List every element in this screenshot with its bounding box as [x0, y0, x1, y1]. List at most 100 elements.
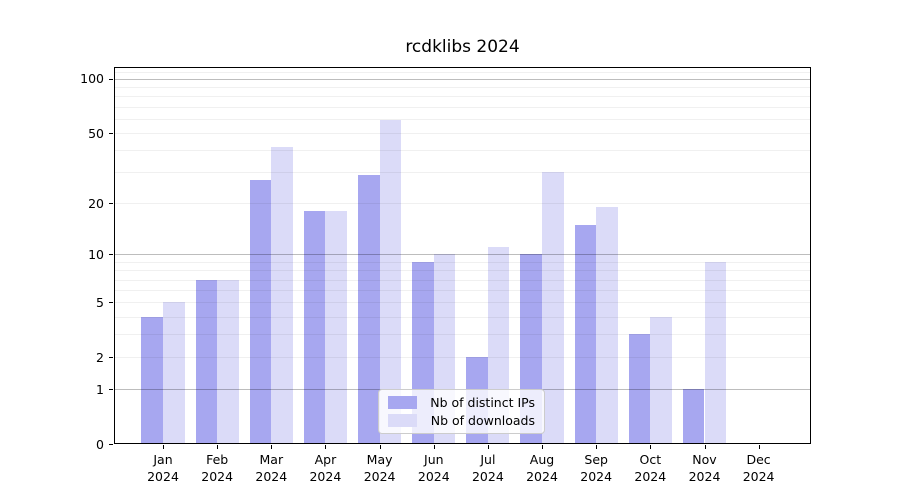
- legend-label-downloads: Nb of downloads: [430, 413, 535, 428]
- x-tick-month: Mar: [259, 452, 284, 467]
- gridline-minor-60: [114, 118, 811, 120]
- y-tick-mark-100: [109, 78, 113, 80]
- chart-title: rcdklibs 2024: [405, 37, 520, 57]
- x-tick-label-jul: Jul 2024: [458, 452, 518, 485]
- gridline-minor-70: [114, 106, 811, 108]
- x-tick-year: 2024: [255, 468, 288, 484]
- x-tick-month: May: [366, 452, 393, 467]
- x-tick-label-dec: Dec 2024: [729, 452, 789, 485]
- bar-distinct-ips-oct: [628, 334, 651, 444]
- x-tick-label-sep: Sep 2024: [566, 452, 626, 485]
- x-tick-mark-may: [379, 445, 381, 449]
- bar-distinct-ips-feb: [195, 279, 218, 444]
- x-tick-year: 2024: [309, 468, 342, 484]
- x-tick-label-aug: Aug 2024: [512, 452, 572, 485]
- gridline-minor-110: [114, 71, 811, 73]
- x-tick-month: Jul: [480, 452, 496, 467]
- y-tick-mark-1: [109, 389, 113, 391]
- bar-downloads-nov: [704, 261, 727, 444]
- gridline-minor-90: [114, 87, 811, 89]
- gridline-minor-9: [114, 261, 811, 263]
- x-tick-month: Jan: [153, 452, 173, 467]
- gridline-minor-40: [114, 150, 811, 152]
- x-tick-mark-mar: [271, 445, 273, 449]
- bar-distinct-ips-jan: [141, 316, 163, 444]
- x-tick-year: 2024: [471, 468, 504, 484]
- legend-item-downloads: Nb of downloads: [388, 413, 535, 428]
- bar-distinct-ips-may: [358, 175, 380, 444]
- gridline-minor-50: [114, 133, 811, 134]
- x-tick-year: 2024: [147, 468, 179, 484]
- y-tick-mark-2: [109, 357, 113, 359]
- bar-downloads-may: [379, 120, 402, 444]
- bar-distinct-ips-nov: [682, 389, 705, 444]
- x-tick-mark-jan: [163, 445, 164, 449]
- x-tick-month: Nov: [692, 452, 717, 467]
- x-tick-year: 2024: [742, 468, 775, 484]
- x-tick-mark-nov: [704, 445, 706, 449]
- gridline-minor-5: [114, 302, 811, 304]
- bar-downloads-sep: [596, 207, 618, 444]
- legend-label-distinct-ips: Nb of distinct IPs: [430, 395, 535, 410]
- x-tick-year: 2024: [201, 468, 234, 484]
- gridline-minor-6: [114, 290, 811, 292]
- x-tick-month: Aug: [529, 452, 555, 467]
- x-tick-month: Sep: [584, 452, 608, 467]
- y-tick-label-0: 0: [96, 436, 104, 452]
- x-tick-label-jan: Jan 2024: [133, 452, 193, 485]
- legend-item-distinct-ips: Nb of distinct IPs: [388, 395, 535, 410]
- x-tick-year: 2024: [634, 468, 667, 484]
- x-tick-month: Jun: [424, 452, 444, 467]
- y-tick-label-2: 2: [96, 349, 104, 365]
- y-tick-label-20: 20: [88, 195, 104, 211]
- y-tick-label-1: 1: [96, 381, 104, 397]
- gridline-minor-20: [114, 203, 811, 205]
- y-tick-label-50: 50: [88, 125, 104, 141]
- x-tick-label-jun: Jun 2024: [404, 452, 464, 485]
- bar-downloads-aug: [542, 172, 564, 444]
- y-tick-label-10: 10: [88, 246, 104, 262]
- x-tick-year: 2024: [580, 468, 613, 484]
- x-tick-label-may: May 2024: [350, 452, 410, 485]
- x-tick-label-apr: Apr 2024: [295, 452, 355, 485]
- legend-swatch-distinct-ips: [388, 396, 417, 409]
- x-tick-year: 2024: [688, 468, 721, 484]
- x-tick-mark-feb: [217, 445, 219, 449]
- y-tick-mark-5: [109, 302, 113, 304]
- bar-downloads-mar: [271, 146, 293, 444]
- x-tick-label-oct: Oct 2024: [620, 452, 680, 485]
- x-tick-mark-dec: [758, 445, 760, 449]
- bar-downloads-oct: [650, 316, 672, 444]
- gridline-minor-2: [114, 357, 811, 359]
- gridline-major-10: [114, 254, 811, 256]
- x-tick-mark-jun: [433, 445, 435, 449]
- y-tick-label-5: 5: [96, 294, 104, 310]
- bar-downloads-feb: [217, 279, 239, 444]
- x-tick-month: Oct: [639, 452, 662, 467]
- y-tick-label-100: 100: [80, 71, 104, 87]
- x-tick-mark-aug: [542, 445, 543, 449]
- gridline-minor-30: [114, 172, 811, 174]
- x-tick-label-nov: Nov 2024: [675, 452, 735, 485]
- plot-area: Nb of distinct IPs Nb of downloads: [114, 67, 811, 444]
- x-tick-mark-oct: [650, 445, 652, 449]
- y-tick-mark-50: [109, 133, 113, 134]
- y-tick-mark-10: [109, 254, 113, 256]
- gridline-minor-8: [114, 270, 811, 272]
- legend-swatch-downloads: [388, 414, 417, 427]
- bar-distinct-ips-apr: [303, 211, 326, 444]
- gridline-minor-80: [114, 96, 811, 98]
- x-tick-month: Dec: [746, 452, 771, 467]
- x-tick-label-feb: Feb 2024: [187, 452, 247, 485]
- x-tick-mark-jul: [487, 445, 489, 449]
- bar-downloads-jan: [163, 302, 185, 444]
- gridline-major-100: [114, 78, 811, 80]
- y-tick-mark-20: [109, 203, 113, 205]
- bar-distinct-ips-mar: [249, 180, 272, 444]
- gridline-minor-7: [114, 279, 811, 281]
- y-tick-mark-0: [109, 444, 113, 445]
- bar-distinct-ips-sep: [574, 224, 597, 444]
- gridline-minor-4: [114, 316, 811, 318]
- x-tick-mark-apr: [325, 445, 327, 449]
